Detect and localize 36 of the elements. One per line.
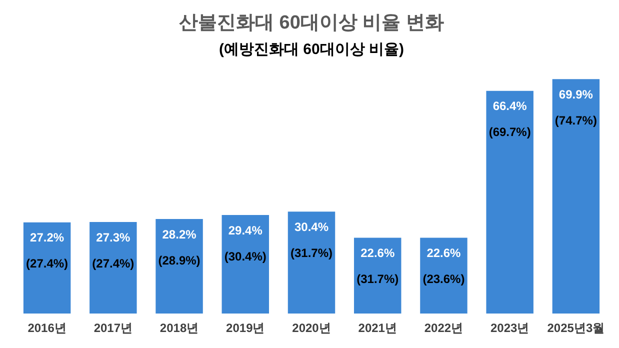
bar [23,222,71,314]
data-label: 30.4% [294,220,329,234]
data-label: 28.2% [162,227,197,242]
annotation: (23.6%) [422,272,465,286]
annotation: (74.7%) [554,113,597,128]
x-tick-label: 2018년 [160,321,199,336]
data-label: 29.4% [228,223,263,238]
x-tick-label: 2025년3월 [547,321,605,336]
annotation: (30.4%) [224,249,266,264]
x-tick-label: 2023년 [490,321,530,336]
x-tick-label: 2021년 [358,321,397,336]
data-label: 66.4% [492,99,528,114]
bar [486,90,534,314]
data-label: 27.3% [96,230,131,244]
chart-subtitle: (예방진화대 60대이상 비율) [218,40,404,58]
data-label: 27.2% [30,230,64,245]
data-label: 22.6% [426,246,462,260]
x-tick-label: 2017년 [94,321,133,336]
x-tick-label: 2022년 [424,321,464,336]
x-tick-label: 2016년 [28,321,66,336]
annotation: (28.9%) [158,253,200,268]
data-label: 69.9% [558,87,594,102]
annotation: (27.4%) [26,256,68,271]
annotation: (27.4%) [92,256,134,270]
bar [222,214,270,314]
annotation: (69.7%) [488,125,531,140]
chart-title: 산불진화대 60대이상 비율 변화 [179,12,444,34]
data-label: 22.6% [360,246,395,260]
bar [90,222,137,314]
annotation: (31.7%) [290,246,333,260]
x-tick-label: 2019년 [226,321,265,336]
bar [156,219,203,314]
annotation: (31.7%) [356,272,399,286]
bar [552,79,600,314]
bar [288,212,336,314]
x-tick-label: 2020년 [292,321,331,336]
